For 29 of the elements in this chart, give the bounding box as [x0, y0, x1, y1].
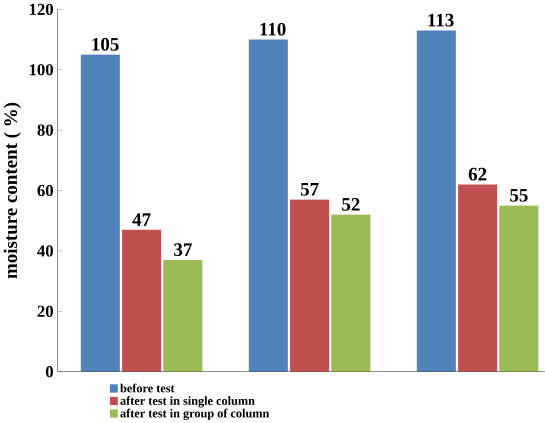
bar: [248, 39, 288, 372]
data-label: 52: [342, 198, 360, 211]
bar: [416, 30, 456, 372]
data-label: 105: [92, 38, 119, 50]
bar: [80, 54, 120, 372]
y-tick-label: 120: [30, 3, 54, 15]
legend-label: before test: [120, 383, 175, 392]
data-label: 37: [174, 243, 192, 256]
bar: [331, 214, 370, 372]
y-tick-label: 40: [37, 245, 54, 256]
bar: [499, 205, 538, 372]
data-label: 110: [260, 22, 286, 36]
y-tick-label: 60: [37, 184, 54, 196]
legend-label: after test in single column: [120, 396, 255, 408]
data-label: 47: [132, 213, 151, 226]
bar: [290, 199, 330, 372]
data-label: 113: [428, 14, 454, 26]
y-axis-title: moisture content ( %): [4, 102, 21, 278]
bar: [458, 184, 498, 372]
bar: [163, 260, 202, 372]
y-tick-label: 80: [37, 124, 54, 136]
data-label: 57: [300, 182, 319, 196]
data-label: 55: [510, 188, 528, 202]
y-tick-label: 20: [38, 305, 54, 317]
data-label: 62: [468, 168, 486, 180]
legend-label: after test in group of column: [120, 408, 270, 420]
y-tick-label: 100: [30, 64, 54, 76]
y-tick-label: 0: [46, 366, 54, 378]
bar: [122, 230, 162, 372]
